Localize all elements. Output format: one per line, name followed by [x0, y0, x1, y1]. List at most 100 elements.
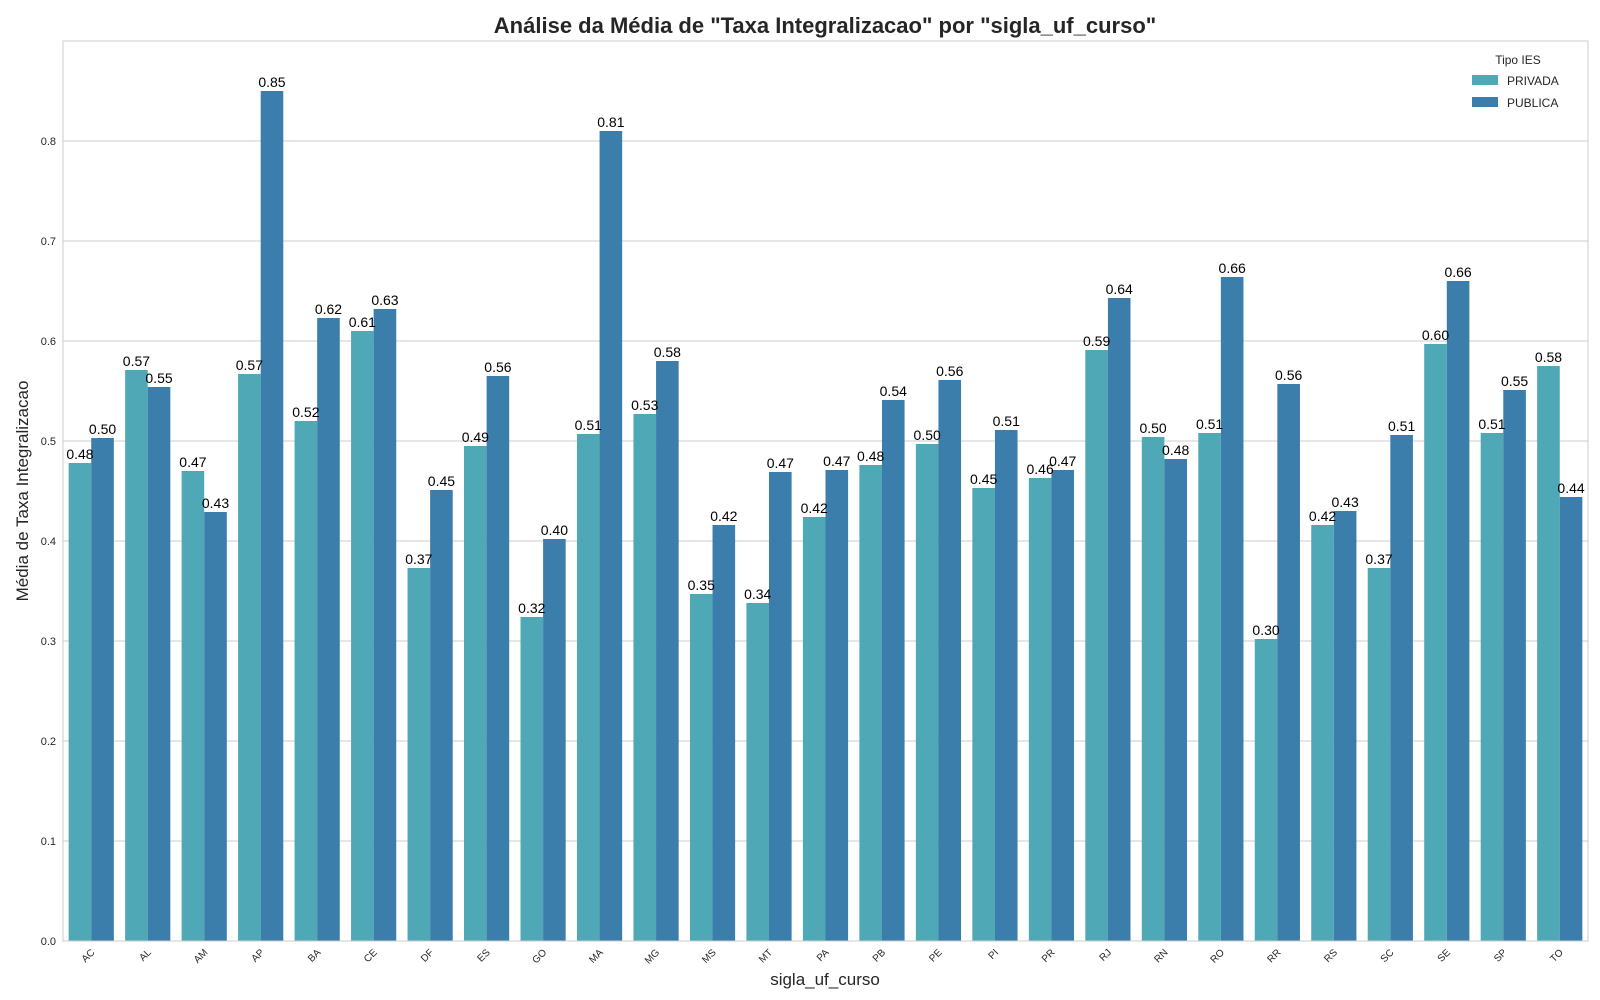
data-label-publica-pb: 0.54	[880, 383, 907, 399]
y-tick-label: 0.1	[41, 836, 56, 848]
data-label-publica-rj: 0.64	[1106, 281, 1133, 297]
data-label-privada-ma: 0.51	[575, 417, 602, 433]
legend-swatch-privada	[1472, 75, 1498, 85]
data-label-publica-es: 0.56	[484, 359, 511, 375]
bar-publica-pa	[825, 470, 849, 941]
bar-publica-sc	[1390, 435, 1413, 941]
data-label-privada-al: 0.57	[123, 353, 150, 369]
data-label-privada-sc: 0.37	[1365, 551, 1392, 567]
bar-privada-ms	[689, 594, 713, 941]
bar-privada-sc	[1367, 568, 1391, 941]
y-axis-label: Média de Taxa Integralizacao	[13, 381, 32, 602]
bar-privada-ma	[576, 434, 600, 941]
data-label-publica-am: 0.43	[202, 495, 229, 511]
bar-publica-go	[543, 539, 566, 941]
data-label-privada-pi: 0.45	[970, 471, 997, 487]
bar-publica-pi	[994, 430, 1018, 941]
chart-title: Análise da Média de "Taxa Integralizacao…	[494, 13, 1156, 38]
data-label-publica-ba: 0.62	[315, 301, 342, 317]
data-label-publica-ap: 0.85	[258, 74, 285, 90]
y-tick-label: 0.4	[41, 536, 56, 548]
bar-publica-sp	[1503, 390, 1526, 941]
bar-publica-ac	[91, 438, 114, 941]
data-label-publica-rs: 0.43	[1332, 494, 1359, 510]
data-label-publica-pe: 0.56	[936, 363, 963, 379]
bar-publica-to	[1559, 497, 1583, 941]
x-axis-label: sigla_uf_curso	[770, 970, 880, 989]
legend-title: Tipo IES	[1495, 53, 1541, 67]
bar-privada-ba	[294, 421, 318, 941]
bar-publica-rn	[1164, 459, 1187, 941]
bar-privada-df	[407, 568, 431, 941]
data-label-publica-ms: 0.42	[710, 508, 737, 524]
bar-privada-pa	[802, 517, 826, 941]
bar-publica-rs	[1333, 511, 1357, 941]
bar-publica-es	[486, 376, 510, 941]
bar-publica-df	[430, 490, 453, 941]
bar-privada-ac	[68, 463, 92, 941]
bar-privada-go	[520, 617, 544, 941]
data-label-publica-ro: 0.66	[1219, 260, 1246, 276]
bar-privada-se	[1424, 344, 1447, 941]
data-label-publica-rn: 0.48	[1162, 442, 1189, 458]
bar-publica-rj	[1107, 298, 1131, 941]
bar-publica-am	[204, 512, 227, 941]
bar-privada-rn	[1141, 437, 1165, 941]
data-label-publica-sc: 0.51	[1388, 418, 1415, 434]
data-label-privada-pe: 0.50	[914, 427, 941, 443]
y-tick-label: 0.0	[41, 936, 56, 948]
data-label-publica-pr: 0.47	[1049, 453, 1076, 469]
legend-label-privada: PRIVADA	[1507, 74, 1559, 88]
bar-privada-sp	[1480, 433, 1504, 941]
data-label-privada-rs: 0.42	[1309, 508, 1336, 524]
legend-swatch-publica	[1472, 97, 1498, 107]
data-label-privada-ba: 0.52	[292, 404, 319, 420]
bar-privada-al	[125, 370, 148, 941]
bar-publica-mg	[656, 361, 679, 941]
bar-publica-ro	[1220, 277, 1244, 941]
bar-privada-rj	[1085, 350, 1108, 941]
bar-privada-pb	[859, 465, 882, 941]
bar-privada-ap	[238, 374, 261, 941]
data-label-privada-go: 0.32	[518, 600, 545, 616]
data-label-privada-to: 0.58	[1535, 349, 1562, 365]
bar-publica-mt	[769, 472, 792, 941]
data-label-publica-pi: 0.51	[993, 413, 1020, 429]
data-label-privada-mt: 0.34	[744, 586, 771, 602]
data-label-privada-pa: 0.42	[801, 500, 828, 516]
bar-privada-ro	[1198, 433, 1221, 941]
bar-publica-pe	[938, 380, 962, 941]
data-label-privada-am: 0.47	[179, 454, 206, 470]
data-label-publica-al: 0.55	[145, 370, 172, 386]
y-tick-label: 0.8	[41, 136, 56, 148]
data-label-privada-ro: 0.51	[1196, 416, 1223, 432]
bar-labels: 0.480.500.570.550.470.430.570.850.520.62…	[66, 74, 1585, 638]
data-label-publica-go: 0.40	[541, 522, 568, 538]
bar-publica-rr	[1277, 384, 1300, 941]
y-axis-ticks: 0.0 0.1 0.2 0.3 0.4 0.5 0.6 0.7 0.8	[41, 136, 56, 948]
plot-frame	[62, 40, 1589, 942]
data-label-publica-rr: 0.56	[1275, 367, 1302, 383]
data-label-privada-sp: 0.51	[1478, 416, 1505, 432]
data-label-publica-ce: 0.63	[371, 292, 398, 308]
data-label-publica-se: 0.66	[1444, 264, 1471, 280]
bar-publica-pr	[1051, 470, 1075, 941]
data-label-privada-mg: 0.53	[631, 397, 658, 413]
data-label-privada-rj: 0.59	[1083, 333, 1110, 349]
legend-label-publica: PUBLICA	[1507, 96, 1558, 110]
data-label-publica-ma: 0.81	[597, 114, 624, 130]
data-label-publica-mg: 0.58	[654, 344, 681, 360]
data-label-privada-ac: 0.48	[66, 446, 93, 462]
bar-privada-es	[464, 446, 487, 941]
bar-publica-ma	[599, 131, 623, 941]
data-label-privada-ms: 0.35	[688, 577, 715, 593]
bar-privada-ce	[351, 331, 374, 941]
bar-privada-pe	[915, 444, 939, 941]
data-label-publica-ac: 0.50	[89, 421, 116, 437]
y-tick-label: 0.3	[41, 636, 56, 648]
y-tick-label: 0.5	[41, 436, 56, 448]
bar-privada-mt	[746, 603, 770, 941]
data-label-privada-es: 0.49	[462, 429, 489, 445]
